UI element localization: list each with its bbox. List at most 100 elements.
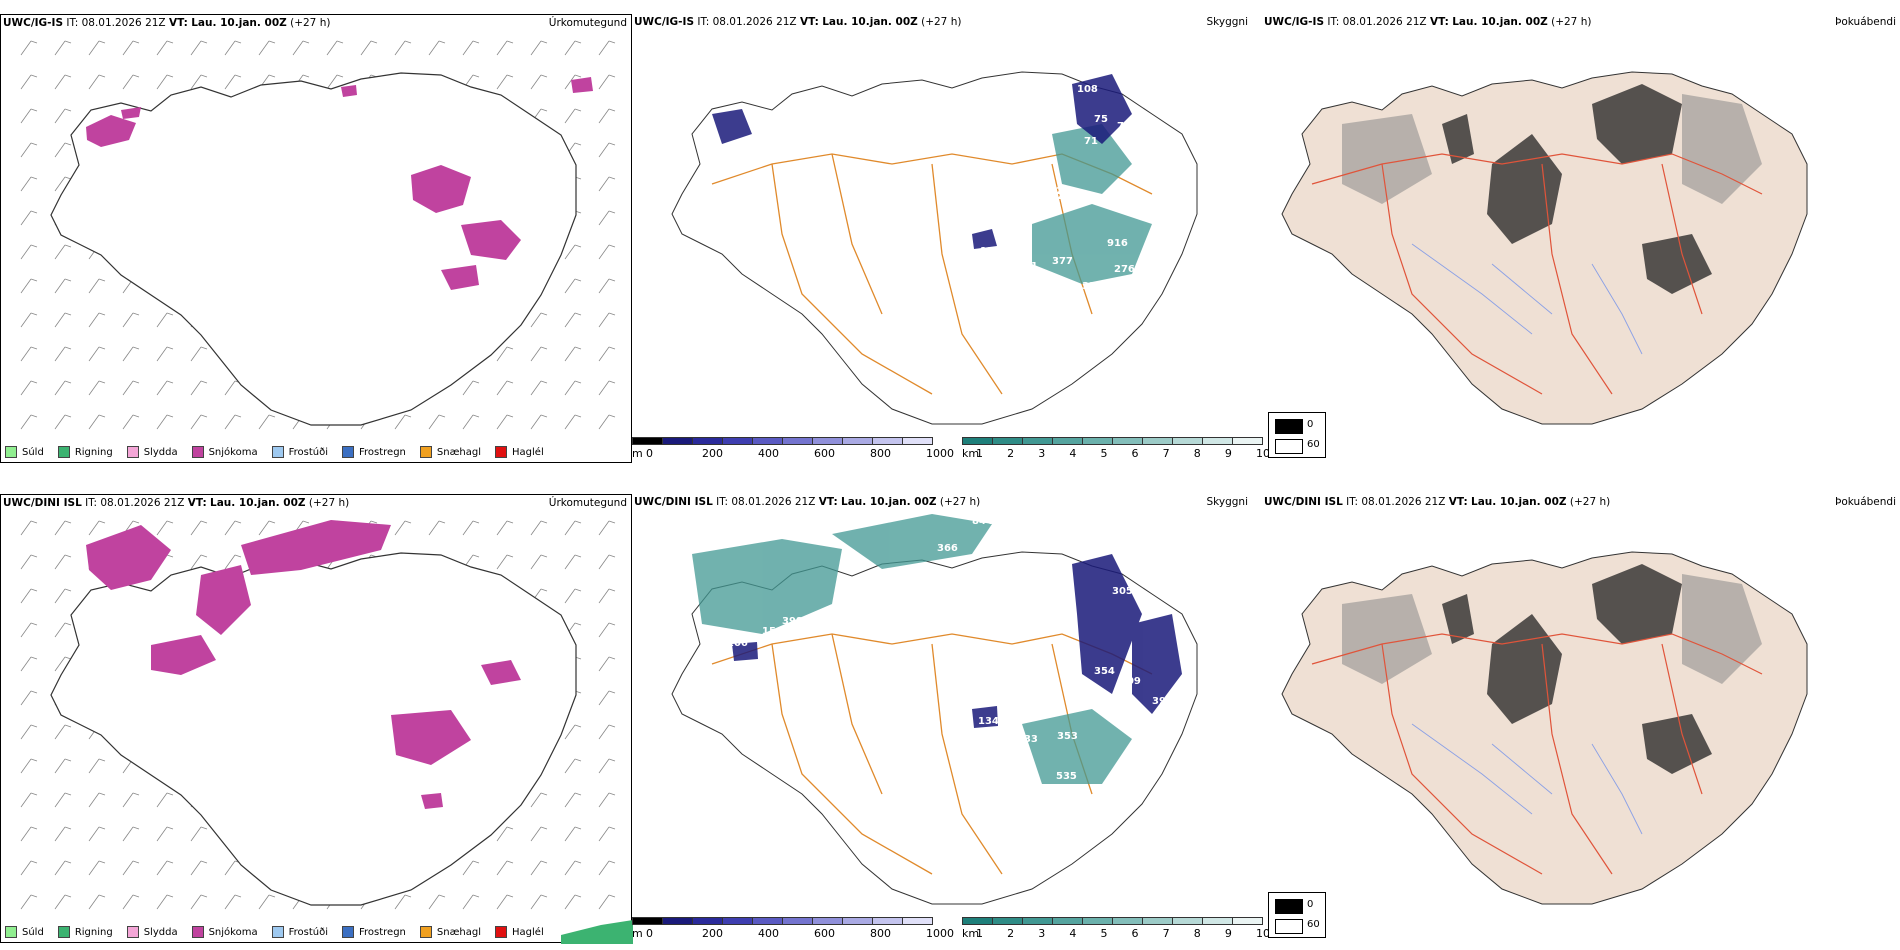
legend-item: Súld [5, 926, 44, 938]
wind-barb [258, 414, 276, 430]
legend-item: Frostregn [342, 446, 406, 458]
vt-value: Lau. 10.jan. 00Z [210, 497, 306, 509]
wind-barb [564, 588, 582, 604]
colorbar-segment [842, 437, 873, 445]
wind-barb [598, 622, 616, 638]
wind-barb [530, 792, 548, 808]
colorbar-tick-label: 4 [1069, 927, 1077, 940]
vis-label: 398 [782, 616, 803, 627]
wind-barb [20, 74, 38, 90]
lead-time: (+27 h) [308, 497, 350, 509]
vt-label: VT: [168, 17, 188, 29]
wind-barb [88, 74, 106, 90]
colorbar-segment [992, 917, 1023, 925]
wind-barb [496, 74, 514, 90]
wind-barb [20, 176, 38, 192]
fog-index-grey [1342, 574, 1762, 684]
wind-barb [20, 108, 38, 124]
colorbar-segment [722, 437, 753, 445]
wind-barb [156, 312, 174, 328]
colorbar-segment [872, 917, 903, 925]
wind-barb [224, 860, 242, 876]
colorbar-segment [992, 437, 1023, 445]
precip-map [20, 520, 633, 944]
km-colorbar: km 1 2 3 4 5 6 7 8 9 10 [962, 437, 1272, 460]
road-network [1311, 633, 1763, 875]
vt-label: VT: [1448, 496, 1468, 508]
wind-barb [360, 40, 378, 56]
wind-barb [190, 380, 208, 396]
wind-barb [88, 860, 106, 876]
it-label: IT: [85, 497, 98, 509]
colorbar-segment [662, 917, 693, 925]
colorbar-tick-label: 600 [814, 447, 835, 460]
swatch-freezing-drizzle [271, 446, 284, 458]
wind-barb [54, 656, 72, 672]
wind-barb [224, 520, 242, 536]
wind-barb [530, 346, 548, 362]
panel-header: UWC/DINI ISL IT: 08.01.2026 21Z VT: Lau.… [634, 496, 980, 508]
colorbar-tick-label: 800 [870, 927, 891, 940]
colorbar-segment [1112, 917, 1143, 925]
wind-barb [428, 520, 446, 536]
vis-label: 353 [1057, 731, 1078, 742]
colorbar-segment [1022, 917, 1053, 925]
wind-barb [598, 724, 616, 740]
wind-barb [20, 690, 38, 706]
colorbar-tick-label: 7 [1162, 927, 1170, 940]
wind-barb [598, 792, 616, 808]
wind-barb [598, 894, 616, 910]
wind-barb [598, 690, 616, 706]
wind-barb [462, 414, 480, 430]
colorbar-segment [1052, 917, 1083, 925]
colorbar-tick-label: 200 [702, 447, 723, 460]
wind-barb [54, 860, 72, 876]
swatch-freezing-rain [342, 926, 354, 938]
wind-barb [88, 40, 106, 56]
wind-barb [598, 74, 616, 90]
wind-barb [190, 826, 208, 842]
vis-label: 108 [1077, 84, 1098, 95]
wind-barb [428, 414, 446, 430]
wind-barb [54, 724, 72, 740]
wind-barb [598, 142, 616, 158]
wind-barb [88, 894, 106, 910]
colorbar-segment [752, 917, 783, 925]
wind-barb [224, 40, 242, 56]
colorbar-segment [962, 917, 993, 925]
low-cloud-areas [712, 74, 1132, 249]
vt-value: Lau. 10.jan. 00Z [841, 496, 937, 508]
wind-barb [564, 312, 582, 328]
legend-item: Snæhagl [419, 446, 481, 458]
swatch-drizzle [5, 926, 17, 938]
colorbar-segment [842, 917, 873, 925]
colorbar-segment [812, 917, 843, 925]
colorbar-tick-label: 1 [976, 447, 983, 460]
wind-barb [564, 860, 582, 876]
wind-barb [156, 74, 174, 90]
visibility-map: 99 76 108 75 73 71 916 311 377 335 276 4… [671, 48, 1198, 425]
wind-barb [190, 414, 208, 430]
vis-label: 847 [872, 576, 893, 587]
swatch-freezing-rain [342, 446, 354, 458]
vis-label: 39 [1152, 696, 1166, 707]
panel-title: Úrkomutegund [548, 497, 627, 509]
wind-barb [122, 826, 140, 842]
legend-item: Haglél [495, 926, 544, 938]
wind-barb [122, 380, 140, 396]
colorbar-tick-label: 800 [870, 447, 891, 460]
wind-barb [530, 414, 548, 430]
wind-barb [530, 74, 548, 90]
colorbar-segment [782, 917, 813, 925]
colorbar-tick-label: 10 [1256, 927, 1270, 940]
low-cloud-areas [732, 554, 1182, 728]
wind-barb [54, 108, 72, 124]
vis-label: 535 [1056, 771, 1077, 782]
model-name: UWC/DINI ISL [1264, 496, 1343, 508]
colorbar-tick-label: 2 [1007, 927, 1015, 940]
colorbar-tick-label: 1000 [926, 927, 954, 940]
fog-map [1281, 71, 1808, 425]
wind-barb [190, 860, 208, 876]
legend-item: Frostúði [271, 446, 328, 458]
swatch-hail [495, 926, 508, 938]
